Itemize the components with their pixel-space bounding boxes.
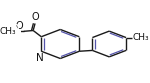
Text: CH₃: CH₃ [0,27,16,36]
Text: O: O [15,21,23,31]
Text: O: O [12,24,19,33]
Text: CH₃: CH₃ [132,33,149,42]
Text: O: O [31,12,39,22]
Text: O: O [12,24,19,33]
Text: N: N [36,53,44,63]
